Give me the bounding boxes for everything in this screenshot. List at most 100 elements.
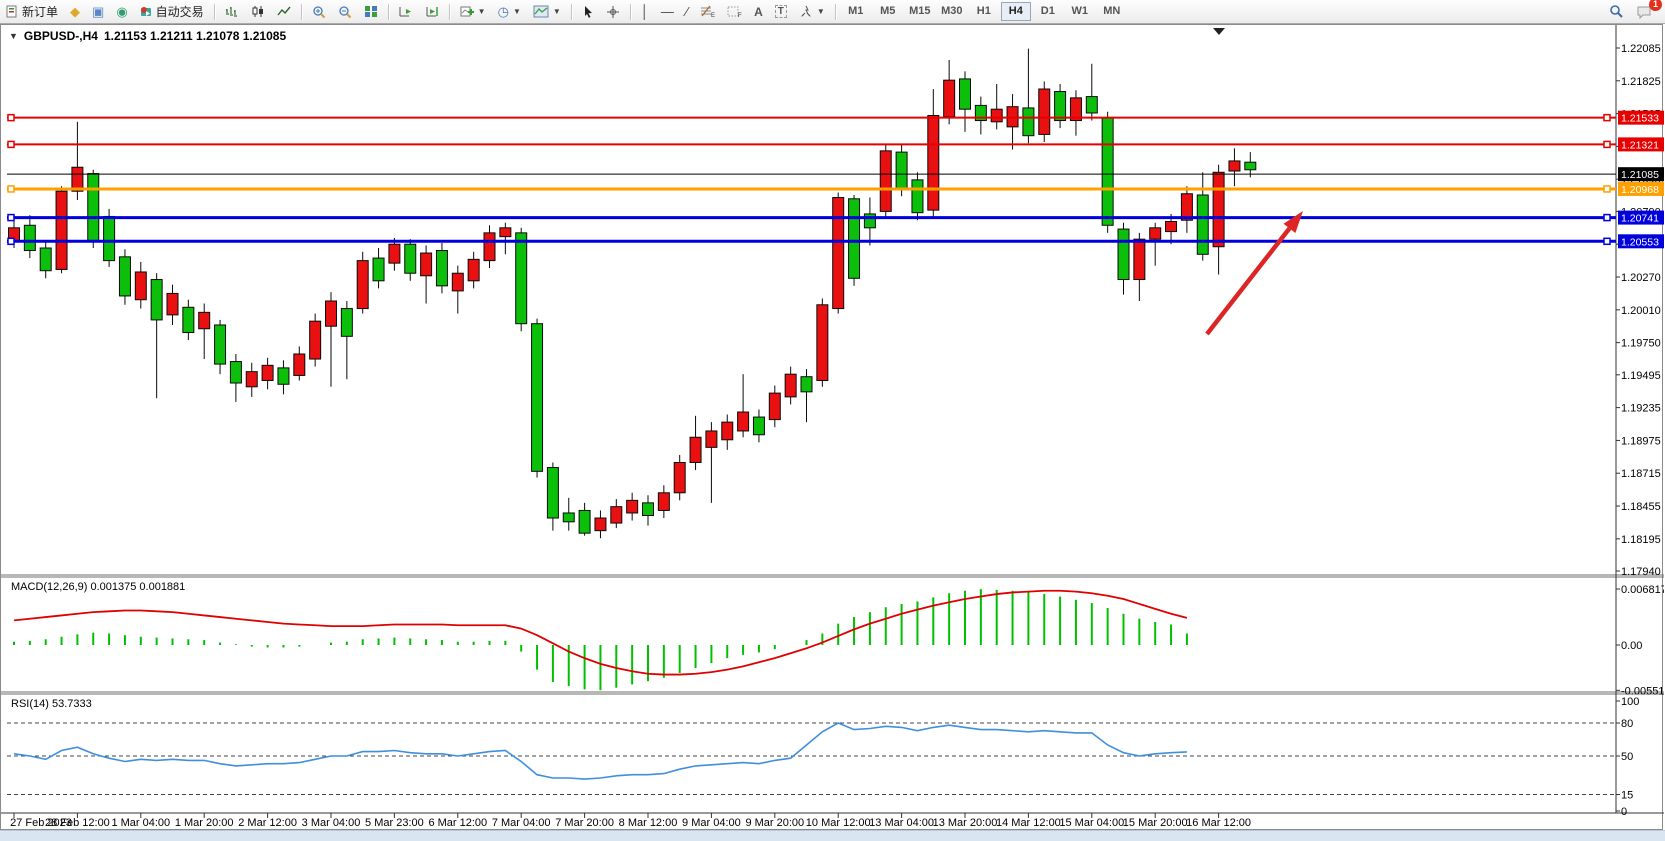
candle-body	[1022, 107, 1035, 137]
macd-tick-label: 0.006817	[1621, 584, 1664, 596]
template-button[interactable]: ▼	[528, 1, 566, 22]
timeframe-button-d1[interactable]: D1	[1040, 5, 1055, 17]
candle-body	[768, 392, 781, 421]
line-anchor-handle[interactable]	[1603, 237, 1611, 246]
time-tick-label: 15 Mar 04:00	[1059, 817, 1124, 829]
timeframe-button-h1[interactable]: H1	[976, 5, 991, 17]
candle-body	[1054, 91, 1067, 122]
shapes-button[interactable]: ▼	[794, 1, 830, 22]
autotrade-label: 自动交易	[155, 5, 204, 19]
chart-shift-marker[interactable]	[1213, 28, 1225, 35]
chevron-down-icon: ▼	[512, 7, 521, 16]
candle-body	[1117, 228, 1130, 281]
candle-body	[499, 227, 512, 238]
time-tick-label: 5 Mar 23:00	[365, 817, 424, 829]
candle-body	[118, 256, 131, 297]
chart-canvas[interactable]: 1.220851.218251.215651.213051.210451.207…	[1, 25, 1664, 829]
macd-axis[interactable]: 0.006817 0.00 -0.005518	[1616, 584, 1664, 697]
cursor-button[interactable]	[577, 1, 599, 22]
cursor-icon	[584, 6, 592, 18]
candle-body	[71, 166, 84, 192]
rsi-tick-label: 100	[1621, 696, 1639, 708]
svg-text:E: E	[711, 13, 715, 18]
line-anchor-handle[interactable]	[7, 113, 15, 122]
line-anchor-handle[interactable]	[7, 237, 15, 246]
rsi-axis[interactable]: 100 80 50 15 0	[7, 696, 1639, 818]
line-anchor-handle[interactable]	[7, 185, 15, 193]
candle-body	[435, 250, 448, 287]
fibo-grid-button[interactable]: F	[722, 1, 747, 22]
time-tick-label: 6 Mar 12:00	[428, 817, 487, 829]
line-anchor-handle[interactable]	[1603, 185, 1611, 193]
text-tool-button[interactable]: A	[749, 1, 768, 22]
line-anchor-handle[interactable]	[7, 213, 15, 222]
fibonacci-button[interactable]: E	[695, 1, 720, 22]
data-window-button[interactable]: ▣	[87, 1, 109, 22]
symbol-dropdown-icon[interactable]: ▼	[9, 31, 18, 41]
arrow-shaft[interactable]	[1205, 226, 1292, 336]
price-label-badge	[1618, 137, 1664, 152]
candle-body	[943, 79, 956, 118]
market-watch-button[interactable]: ◆	[65, 1, 85, 22]
line-anchor-handle[interactable]	[1603, 113, 1611, 122]
vertical-line-button[interactable]: │	[636, 1, 654, 22]
price-tick-label: 1.20270	[1621, 272, 1661, 284]
line-anchor-handle[interactable]	[7, 140, 15, 149]
timeframe-button-m30[interactable]: M30	[941, 5, 963, 17]
bar-chart-button[interactable]	[220, 1, 244, 22]
timeframe-button-w1[interactable]: W1	[1071, 5, 1089, 17]
zoom-in-button[interactable]	[307, 1, 331, 22]
rsi-indicator-label: RSI(14) 53.7333	[11, 698, 92, 710]
time-tick-label: 9 Mar 04:00	[682, 817, 741, 829]
timeframe-button-m1[interactable]: M1	[848, 5, 864, 17]
new-chart-button[interactable]: ▼	[455, 1, 491, 22]
search-button[interactable]	[1604, 1, 1629, 22]
candle-body	[626, 499, 639, 514]
macd-panel	[13, 589, 1188, 691]
autotrade-button[interactable]: 自动交易	[135, 1, 209, 22]
trendline-button[interactable]: ∕	[681, 1, 693, 22]
navigator-button[interactable]: ◉	[111, 1, 132, 22]
candle-body	[404, 243, 417, 274]
trend-arrow[interactable]	[1205, 211, 1303, 336]
zoom-out-button[interactable]	[333, 1, 357, 22]
label-tool-button[interactable]: T	[770, 1, 792, 22]
candlestick-chart-button[interactable]	[246, 1, 270, 22]
candle-body	[832, 197, 845, 310]
auto-scroll-button[interactable]	[394, 1, 418, 22]
candle-body	[340, 308, 353, 337]
chevron-down-icon: ▼	[552, 7, 561, 16]
candle-body	[277, 367, 290, 385]
price-tick-label: 1.20010	[1621, 305, 1661, 317]
new-order-button[interactable]: 新订单	[1, 1, 63, 22]
arrow-head[interactable]	[1283, 211, 1303, 233]
candlestick-chart-icon	[252, 6, 263, 17]
time-tick-label: 1 Mar 04:00	[111, 817, 170, 829]
time-tick-label: 3 Mar 04:00	[302, 817, 361, 829]
timeframe-button-m15[interactable]: M15	[909, 5, 931, 17]
tile-windows-button[interactable]	[359, 1, 383, 22]
chart-window[interactable]: 1.220851.218251.215651.213051.210451.207…	[0, 24, 1664, 830]
timeframe-button-m5[interactable]: M5	[880, 5, 896, 17]
crosshair-button[interactable]	[601, 1, 625, 22]
price-tick-label: 1.19235	[1621, 403, 1661, 415]
toolbar-separator	[448, 3, 450, 20]
price-tick-label: 1.19495	[1621, 370, 1661, 382]
notifications-button[interactable]: 1	[1631, 0, 1662, 22]
timeframe-button-mn[interactable]: MN	[1103, 5, 1121, 17]
price-label-badge	[1618, 110, 1664, 125]
candle-body	[531, 323, 544, 472]
line-chart-button[interactable]	[272, 1, 296, 22]
chart-shift-button[interactable]	[420, 1, 444, 22]
macd-tick-label: -0.005518	[1621, 685, 1664, 697]
shift-marker[interactable]	[1213, 28, 1225, 35]
timeframe-button-h4[interactable]: H4	[1000, 2, 1031, 21]
candle-body	[562, 512, 575, 523]
horizontal-line-button[interactable]: ―	[656, 1, 679, 22]
period-button[interactable]: ◷ ▼	[493, 1, 526, 22]
line-anchor-handle[interactable]	[1603, 140, 1611, 149]
fibo-grid-icon: F	[727, 6, 742, 18]
horizontal-lines[interactable]: 1.21533 1.21321 1.20968 1.20741 1.20553 1.210…	[7, 110, 1664, 249]
line-anchor-handle[interactable]	[1603, 213, 1611, 222]
